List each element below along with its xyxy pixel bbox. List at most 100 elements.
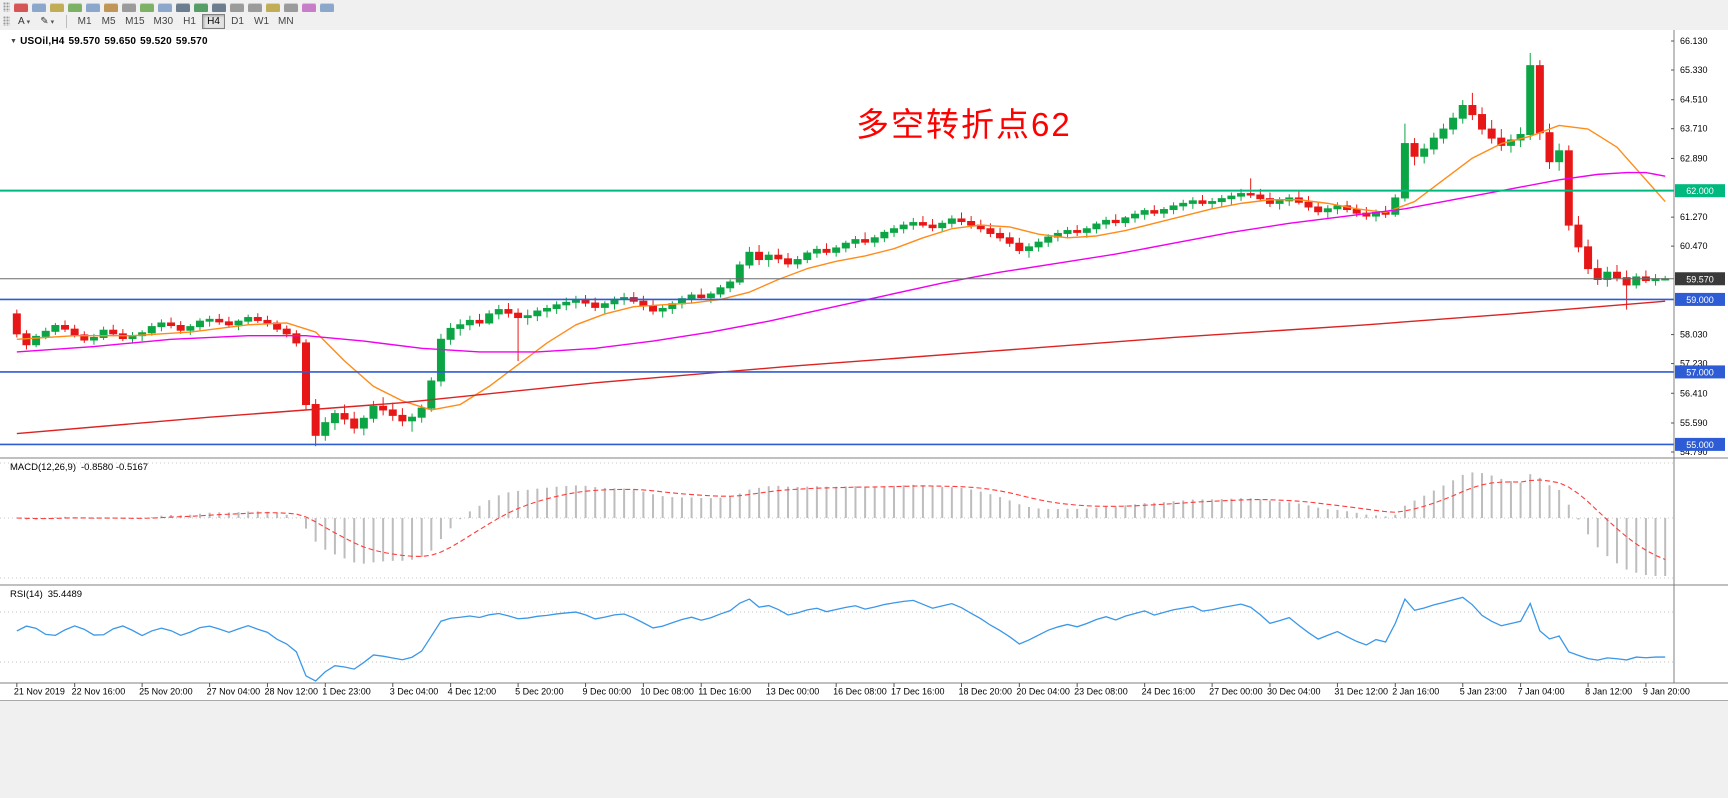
price-badge-62.000 bbox=[1675, 184, 1725, 198]
candle-body bbox=[70, 328, 79, 336]
candle-body bbox=[880, 231, 889, 239]
candle-body bbox=[244, 317, 253, 322]
time-axis-label: 10 Dec 08:00 bbox=[640, 687, 694, 697]
candle-body bbox=[542, 307, 551, 312]
price-axis-label: 55.590 bbox=[1680, 418, 1708, 428]
candle-body bbox=[735, 264, 744, 283]
time-axis-label: 2 Jan 16:00 bbox=[1392, 687, 1439, 697]
candle-body bbox=[1574, 224, 1583, 248]
candle-body bbox=[899, 224, 908, 230]
price-axis-label: 56.410 bbox=[1680, 388, 1708, 398]
macd-values: -0.8580 -0.5167 bbox=[81, 462, 149, 473]
candle-body bbox=[1429, 137, 1438, 150]
candle-body bbox=[89, 336, 98, 341]
market-watch-icon[interactable] bbox=[68, 3, 82, 12]
window-bottom-area bbox=[0, 700, 1728, 798]
candle-body bbox=[61, 325, 70, 330]
time-axis-label: 23 Dec 08:00 bbox=[1074, 687, 1128, 697]
fast-ma-line bbox=[16, 124, 1666, 411]
tools-drag-handle[interactable] bbox=[3, 16, 10, 26]
candle-body bbox=[1333, 205, 1342, 210]
profiles-icon[interactable] bbox=[50, 3, 64, 12]
timeframe-button-MN[interactable]: MN bbox=[274, 14, 298, 29]
chart-annotation-text[interactable]: 多空转折点62 bbox=[856, 106, 1072, 143]
new-chart-icon[interactable] bbox=[158, 3, 172, 12]
candle-body bbox=[1082, 228, 1091, 233]
timeframe-button-W1[interactable]: W1 bbox=[250, 14, 273, 29]
candle-body bbox=[1208, 201, 1217, 204]
price-axis-label: 65.330 bbox=[1680, 65, 1708, 75]
candle-body bbox=[812, 248, 821, 254]
rsi-name: RSI(14) bbox=[10, 589, 43, 600]
price-axis-label: 64.510 bbox=[1680, 95, 1708, 105]
chart-window-icon[interactable] bbox=[32, 3, 46, 12]
auto-scroll-icon[interactable] bbox=[266, 3, 280, 12]
timeframe-button-M15[interactable]: M15 bbox=[121, 14, 148, 29]
candle-body bbox=[1632, 276, 1641, 286]
candle-body bbox=[706, 293, 715, 299]
candle-body bbox=[1314, 206, 1323, 213]
candle-body bbox=[1169, 205, 1178, 211]
time-axis-label: 3 Dec 04:00 bbox=[390, 687, 439, 697]
candle-body bbox=[330, 413, 339, 424]
timeframe-button-D1[interactable]: D1 bbox=[226, 14, 249, 29]
price-axis-label: 63.710 bbox=[1680, 124, 1708, 134]
candle-body bbox=[1198, 200, 1207, 204]
quote-low: 59.520 bbox=[140, 36, 172, 47]
bar-chart-icon[interactable] bbox=[176, 3, 190, 12]
candle-body bbox=[1458, 105, 1467, 119]
candle-body bbox=[774, 254, 783, 260]
timeframe-button-H1[interactable]: H1 bbox=[178, 14, 201, 29]
line-chart-icon[interactable] bbox=[212, 3, 226, 12]
candle-body bbox=[1526, 65, 1535, 136]
candle-body bbox=[408, 416, 417, 422]
candlestick-chart-icon[interactable] bbox=[194, 3, 208, 12]
candle-body bbox=[1092, 223, 1101, 230]
time-axis-label: 8 Jan 12:00 bbox=[1585, 687, 1632, 697]
collapse-quote-icon[interactable]: ▼ bbox=[10, 38, 18, 45]
candle-body bbox=[350, 418, 359, 429]
chart-shift-icon[interactable] bbox=[284, 3, 298, 12]
timeframe-button-H4[interactable]: H4 bbox=[202, 14, 225, 29]
text-label-tool-button[interactable]: A ▾ bbox=[14, 14, 34, 29]
zoom-in-icon[interactable] bbox=[230, 3, 244, 12]
timeframe-button-M1[interactable]: M1 bbox=[73, 14, 96, 29]
candle-body bbox=[697, 294, 706, 299]
chart-svg[interactable]: 0.77620.00-0.9358703066.13065.33064.5106… bbox=[0, 30, 1728, 700]
candle-body bbox=[446, 327, 455, 340]
quote-high: 59.650 bbox=[104, 36, 137, 47]
time-axis-label: 21 Nov 2019 bbox=[14, 687, 65, 697]
data-window-icon[interactable] bbox=[86, 3, 100, 12]
time-axis-label: 18 Dec 20:00 bbox=[958, 687, 1012, 697]
drawing-tool-button[interactable]: ✎ ▾ bbox=[36, 14, 58, 29]
candle-body bbox=[832, 247, 841, 253]
candle-body bbox=[1102, 219, 1111, 225]
candle-body bbox=[533, 310, 542, 317]
templates-icon[interactable] bbox=[320, 3, 334, 12]
candle-body bbox=[1150, 210, 1159, 214]
candle-body bbox=[1256, 194, 1265, 200]
candle-body bbox=[398, 414, 407, 422]
navigator-icon[interactable] bbox=[104, 3, 118, 12]
timeframe-button-M5[interactable]: M5 bbox=[97, 14, 120, 29]
timeframe-button-M30[interactable]: M30 bbox=[150, 14, 177, 29]
text-label-tool-glyph: A bbox=[18, 16, 25, 27]
strategy-tester-icon[interactable] bbox=[140, 3, 154, 12]
candle-body bbox=[1564, 150, 1573, 226]
candle-body bbox=[224, 321, 233, 326]
candle-body bbox=[99, 329, 108, 338]
candle-body bbox=[552, 304, 561, 309]
indicators-icon[interactable] bbox=[302, 3, 316, 12]
time-axis-label: 16 Dec 08:00 bbox=[833, 687, 887, 697]
terminal-icon[interactable] bbox=[122, 3, 136, 12]
new-order-icon[interactable] bbox=[14, 3, 28, 12]
zoom-out-icon[interactable] bbox=[248, 3, 262, 12]
toolbar-drag-handle[interactable] bbox=[3, 2, 10, 12]
candle-body bbox=[1188, 200, 1197, 204]
candle-body bbox=[764, 254, 773, 261]
candle-body bbox=[369, 405, 378, 419]
candle-body bbox=[967, 220, 976, 226]
candle-body bbox=[1131, 213, 1140, 219]
rsi-value: 35.4489 bbox=[47, 589, 83, 600]
